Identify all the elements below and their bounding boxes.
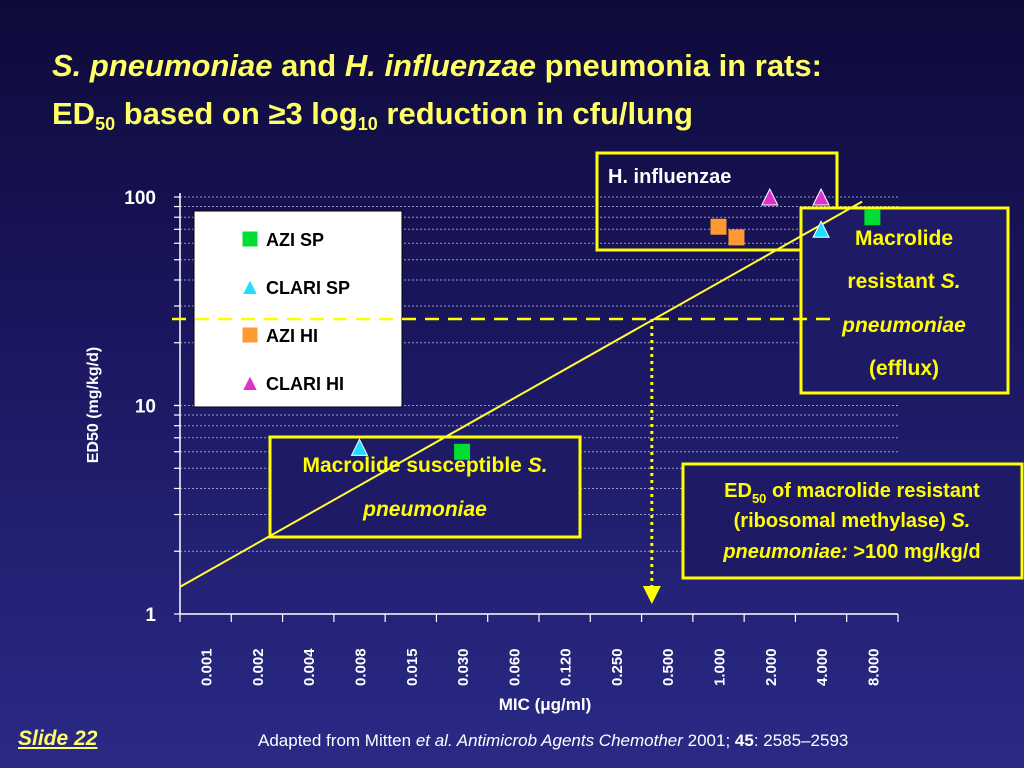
- y-tick-label: 1: [145, 605, 156, 626]
- slide-title: S. pneumoniae and H. influenzae pneumoni…: [52, 42, 1012, 138]
- ed-species: pneumoniae:: [722, 541, 853, 563]
- point-azi-hi: [728, 229, 745, 246]
- threshold-arrow: [642, 586, 661, 604]
- ed-sub: 50: [752, 491, 766, 506]
- title-species-1: S. pneumoniae: [52, 48, 273, 83]
- susceptible-box: [268, 435, 582, 539]
- cite-authors: Adapted from Mitten: [258, 731, 416, 750]
- x-tick-labels: 0.001 0.002 0.004 0.008 0.015 0.030 0.060 0.120…: [199, 648, 883, 686]
- x-tick-label: 0.250: [609, 648, 626, 686]
- macrolide-resistant-box: [799, 206, 1010, 395]
- x-tick-label: 4.000: [814, 648, 831, 686]
- ed-line-3: pneumoniae: >100 mg/kg/d: [722, 541, 980, 563]
- x-tick-label: 0.030: [455, 648, 472, 686]
- title-log-sub: 10: [357, 114, 378, 134]
- title-geq: ≥: [268, 96, 286, 131]
- x-tick-label: 0.008: [353, 648, 370, 686]
- mr-line-4: (efflux): [869, 357, 939, 380]
- ed-line-1: ED50 of macrolide resistant: [724, 480, 980, 506]
- mr-line-2: resistant S.: [847, 270, 960, 293]
- title-ed-sub: 50: [95, 114, 116, 134]
- x-tick-label: 0.120: [558, 648, 575, 686]
- legend-marker-azi-sp: [242, 231, 258, 247]
- mr-line-1: Macrolide: [855, 227, 953, 250]
- point-clari-hi: [760, 187, 779, 206]
- citation: Adapted from Mitten et al. Antimicrob Ag…: [258, 731, 848, 751]
- x-tick-label: 0.001: [199, 648, 216, 686]
- x-tick-label: 0.015: [404, 648, 421, 686]
- sus-line-2: pneumoniae: [362, 498, 487, 521]
- hinf-label: H. influenzae: [608, 166, 731, 188]
- point-azi-hi: [710, 218, 727, 235]
- x-tick-label: 1.000: [712, 648, 729, 686]
- x-tick-label: 0.004: [301, 648, 318, 686]
- y-tick-label: 100: [124, 188, 156, 209]
- legend-marker-clari-hi: [241, 374, 259, 391]
- trend-line: [179, 200, 863, 588]
- cite-volume: 45: [734, 731, 754, 750]
- ed-line-2: (ribosomal methylase) S.: [734, 510, 971, 532]
- mr-resistant: resistant: [847, 270, 940, 293]
- sus-genus: S.: [528, 454, 548, 477]
- title-log: 3 log: [285, 96, 358, 131]
- x-tick-label: 0.500: [660, 648, 677, 686]
- point-azi-sp: [864, 209, 881, 226]
- sus-line-1: Macrolide susceptible S.: [302, 454, 547, 477]
- legend: AZI SP CLARI SP AZI HI CLARI HI: [241, 230, 350, 394]
- legend-box: [193, 210, 403, 408]
- cite-journal: et al. Antimicrob Agents Chemother: [415, 731, 683, 750]
- x-tick-label: 0.002: [250, 648, 267, 686]
- sus-text: Macrolide susceptible: [302, 454, 527, 477]
- legend-marker-azi-hi: [242, 327, 258, 343]
- y-tick-label: 10: [135, 397, 156, 418]
- legend-label-clari-hi: CLARI HI: [266, 374, 344, 394]
- x-axis-label: MIC (μg/ml): [499, 695, 592, 714]
- x-tick-label: 0.060: [506, 648, 523, 686]
- title-line-2: ED50 based on ≥3 log10 reduction in cfu/…: [52, 90, 1012, 138]
- title-species-2: H. influenzae: [344, 48, 537, 83]
- x-tick-label: 8.000: [865, 648, 882, 686]
- y-axis-label: ED50 (mg/kg/d): [85, 347, 102, 463]
- legend-label-clari-sp: CLARI SP: [266, 278, 350, 298]
- ed-value: >100 mg/kg/d: [853, 541, 980, 563]
- ed-text: of macrolide resistant: [766, 480, 980, 502]
- title-text-3: reduction in cfu/lung: [377, 96, 693, 131]
- title-text-2: based on: [115, 96, 269, 131]
- cite-pages: : 2585–2593: [753, 731, 849, 750]
- slide-number: Slide 22: [18, 727, 98, 750]
- legend-label-azi-hi: AZI HI: [266, 326, 318, 346]
- point-clari-hi: [812, 187, 830, 206]
- point-clari-sp: [350, 438, 369, 456]
- title-line-1: S. pneumoniae and H. influenzae pneumoni…: [52, 42, 1012, 90]
- axes: 1 10 100: [124, 188, 899, 626]
- ed-ed: ED: [724, 480, 752, 502]
- ed-methylase: (ribosomal methylase): [734, 510, 952, 532]
- ed-genus: S.: [951, 510, 970, 532]
- title-text-1: pneumonia in rats:: [536, 48, 822, 83]
- mr-genus: S.: [941, 270, 961, 293]
- point-clari-sp: [812, 220, 830, 238]
- point-azi-sp: [454, 443, 471, 460]
- title-and: and: [272, 48, 345, 83]
- hinf-box: [595, 151, 839, 252]
- cite-year: 2001;: [682, 731, 735, 750]
- ed50-resistant-box: [681, 462, 1024, 580]
- plot-area: [172, 187, 881, 604]
- title-ed: ED: [52, 96, 96, 131]
- mr-line-3: pneumoniae: [841, 314, 966, 337]
- legend-marker-clari-sp: [241, 278, 259, 295]
- x-tick-label: 2.000: [763, 648, 780, 686]
- legend-label-azi-sp: AZI SP: [266, 230, 324, 250]
